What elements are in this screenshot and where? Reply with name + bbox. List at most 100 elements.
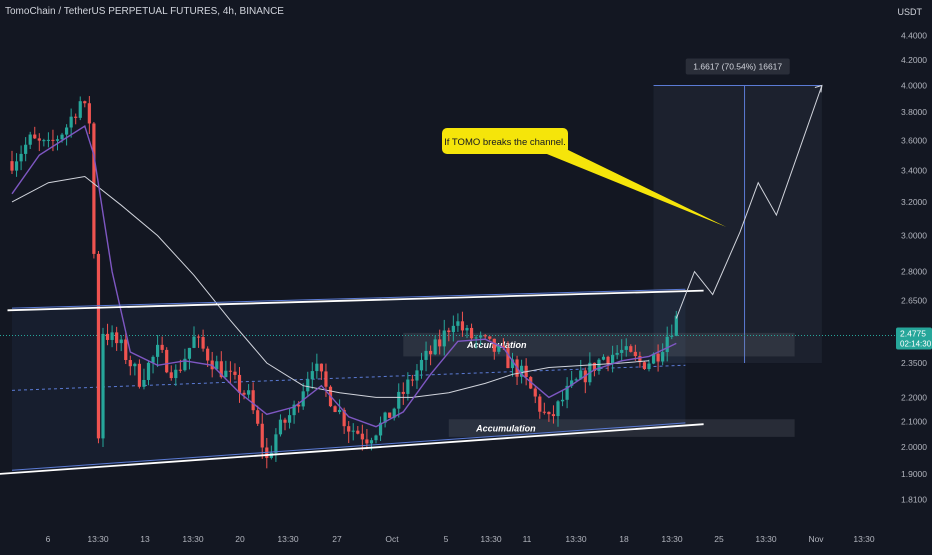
candle-body xyxy=(33,134,37,139)
x-tick-label: 6 xyxy=(46,534,51,544)
candle-body xyxy=(19,153,23,162)
x-tick-label: Oct xyxy=(385,534,399,544)
candle-body xyxy=(642,362,647,370)
candle-body xyxy=(638,356,642,363)
candle-body xyxy=(28,134,32,145)
candle-body xyxy=(442,330,446,347)
candle-body xyxy=(69,116,73,128)
candle-body xyxy=(51,139,55,141)
candle-body xyxy=(469,327,474,339)
x-tick-label: 18 xyxy=(619,534,629,544)
candle-body xyxy=(647,363,651,370)
ma-slow-line xyxy=(11,175,650,398)
y-tick-label: 4.0000 xyxy=(901,80,927,90)
candle-body xyxy=(661,352,665,362)
candle-body xyxy=(606,356,610,364)
candle-body xyxy=(115,332,119,344)
candle-body xyxy=(101,333,105,439)
candle-body xyxy=(465,327,469,331)
candle-body xyxy=(369,440,374,444)
candle-body xyxy=(78,101,82,118)
candle-body xyxy=(137,363,141,387)
candle-body xyxy=(215,361,219,370)
y-tick-label: 2.1000 xyxy=(901,417,927,427)
candle-body xyxy=(538,396,542,412)
y-tick-label: 1.8100 xyxy=(901,494,927,504)
channel-inner-upper xyxy=(11,288,686,309)
candle-body xyxy=(338,409,342,413)
candle-body xyxy=(55,139,60,141)
candle-body xyxy=(433,339,437,355)
y-tick-label: 1.9000 xyxy=(901,469,927,479)
candle-body xyxy=(96,253,101,439)
x-tick-label: 13:30 xyxy=(853,534,875,544)
price-tag-countdown: 02:14:30 xyxy=(900,339,932,348)
x-tick-label: 13:30 xyxy=(661,534,683,544)
candle-body xyxy=(533,388,537,397)
candle-body xyxy=(620,349,624,353)
candle-body xyxy=(551,414,556,417)
y-tick-label: 2.8000 xyxy=(901,267,927,277)
y-tick-label: 3.0000 xyxy=(901,231,927,241)
x-tick-label: 25 xyxy=(714,534,724,544)
candle-body xyxy=(165,349,169,373)
candle-body xyxy=(447,330,451,333)
x-tick-label: 13:30 xyxy=(277,534,299,544)
candle-body xyxy=(419,359,424,371)
candle-body xyxy=(87,103,91,124)
candle-body xyxy=(278,419,283,435)
candle-body xyxy=(283,419,287,423)
candle-body xyxy=(187,347,192,359)
candle-body xyxy=(206,348,210,361)
candle-body xyxy=(401,391,405,394)
x-tick-label: 13:30 xyxy=(480,534,502,544)
candle-body xyxy=(624,346,628,350)
measure-label: 1.6617 (70.54%) 16617 xyxy=(693,61,782,71)
candle-body xyxy=(615,352,619,355)
candle-body xyxy=(310,371,314,380)
candle-body xyxy=(438,339,442,347)
candle-body xyxy=(597,359,601,371)
projection-arrowhead xyxy=(814,84,823,93)
candle-body xyxy=(274,434,278,453)
candle-body xyxy=(392,408,396,418)
y-tick-label: 4.4000 xyxy=(901,31,927,41)
y-tick-label: 2.3500 xyxy=(901,358,927,368)
candle-body xyxy=(506,348,510,369)
unit-label: USDT xyxy=(897,7,923,17)
x-tick-label: 11 xyxy=(523,534,532,544)
candle-body xyxy=(665,336,669,353)
x-tick-label: 13:30 xyxy=(87,534,109,544)
ma-fast-line xyxy=(11,125,677,428)
candle-body xyxy=(60,134,64,140)
candle-body xyxy=(228,370,232,372)
candle-body xyxy=(547,411,551,415)
candle-body xyxy=(451,325,455,333)
candle-body xyxy=(611,354,615,364)
candle-body xyxy=(410,379,414,381)
y-tick-label: 3.6000 xyxy=(901,135,927,145)
candle-body xyxy=(342,409,346,427)
y-tick-label: 3.8000 xyxy=(901,107,927,117)
candle-body xyxy=(178,369,182,371)
candle-body xyxy=(65,127,69,135)
candle-body xyxy=(124,339,128,361)
candle-body xyxy=(306,379,310,392)
accumulation-zone xyxy=(403,332,795,357)
candle-body xyxy=(601,356,606,360)
accumulation-label: Accumulation xyxy=(475,424,536,434)
x-tick-label: 13:30 xyxy=(755,534,777,544)
candle-body xyxy=(174,369,178,379)
candle-body xyxy=(192,336,196,348)
candle-body xyxy=(201,337,205,349)
x-tick-label: 13:30 xyxy=(565,534,587,544)
candle-body xyxy=(151,356,155,363)
candle-body xyxy=(574,379,578,381)
candle-body xyxy=(429,350,433,355)
channel-lower-line xyxy=(0,423,704,475)
candle-body xyxy=(351,430,355,432)
candle-body xyxy=(219,361,223,378)
candle-body xyxy=(456,321,460,326)
